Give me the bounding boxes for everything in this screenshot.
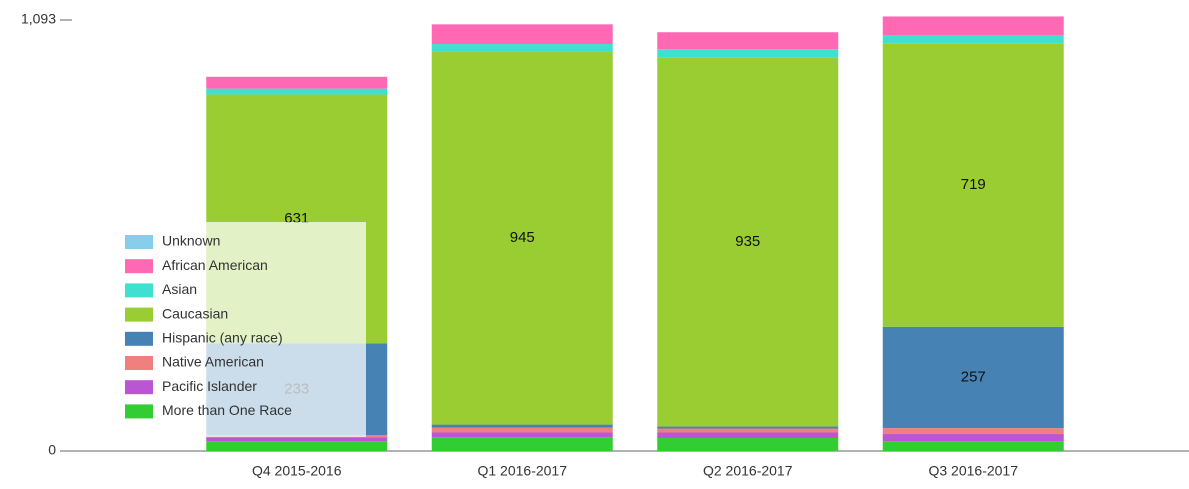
legend-swatch [125,356,153,370]
bar-segment [882,434,1064,442]
data-label: 945 [510,229,535,246]
bar-segment [657,432,839,438]
legend-label: African American [162,257,268,273]
legend-swatch [125,283,153,298]
legend-swatch [125,380,153,395]
bar-segment [882,43,1064,327]
bar-segment [206,441,388,451]
legend-swatch [125,331,153,346]
bar-segment [882,35,1064,44]
legend-box [150,222,366,437]
x-tick-label: Q1 2016-2017 [477,463,567,479]
bar-segment [206,437,388,442]
data-label: 257 [961,368,986,385]
data-label: 935 [735,233,760,250]
bar-segment [206,76,388,89]
bar-segment [657,32,839,50]
bar-segment [882,428,1064,435]
y-tick-label: 1,093 [21,11,56,27]
bar-segment [431,51,613,425]
bar-segment [657,428,839,433]
bar-segment [206,88,388,95]
bar-segment [657,437,839,451]
bar-segment [431,437,613,451]
data-label: 719 [961,176,986,193]
bar-segment [657,49,839,58]
bar-segment [431,424,613,428]
bar-segment [882,441,1064,451]
legend-swatch [125,259,153,274]
x-tick-label: Q4 2015-2016 [252,463,342,479]
bar-segment [882,326,1064,429]
legend-label: Caucasian [162,305,228,321]
bar-segment [431,24,613,45]
legend-label: Native American [162,354,264,370]
legend-swatch [125,404,153,419]
legend-swatch [125,235,153,249]
legend: Unknown African American Asian Caucasian His… [125,222,366,437]
bar-segment [657,57,839,427]
legend-label: Hispanic (any race) [162,330,283,346]
bar-segment [431,432,613,438]
bar-segment [431,427,613,433]
x-tick-label: Q3 2016-2017 [928,463,1018,479]
legend-label: Unknown [162,233,220,249]
legend-label: Pacific Islander [162,378,257,394]
x-tick-label: Q2 2016-2017 [703,463,793,479]
legend-label: More than One Race [162,402,292,418]
legend-swatch [125,307,153,322]
bar-segment [657,426,839,429]
bar-segment [431,44,613,52]
y-tick-label: 0 [48,442,56,458]
legend-label: Asian [162,281,197,297]
bar-segment [882,16,1064,36]
